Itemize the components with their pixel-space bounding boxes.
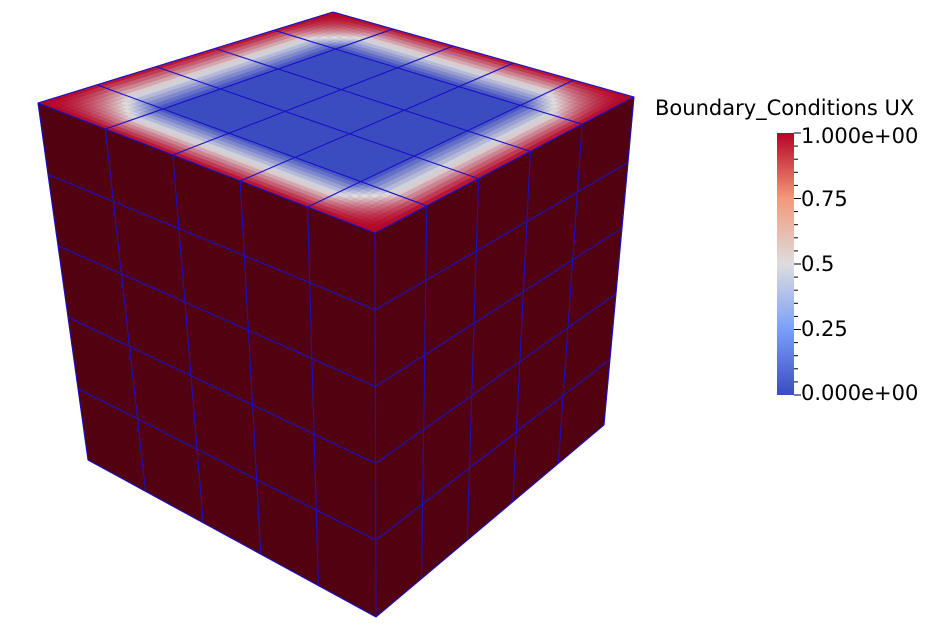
top-grid-line	[172, 45, 454, 156]
top-grid-line	[307, 79, 575, 208]
right-grid-line	[557, 124, 583, 464]
left-grid-line	[67, 316, 376, 464]
scalar-bar-title: Boundary_Conditions UX	[655, 96, 914, 121]
right-grid-line	[375, 293, 617, 464]
right-face	[374, 96, 635, 618]
top-grid-line	[96, 84, 427, 207]
right-grid-line	[375, 424, 605, 618]
left-grid-line	[37, 102, 89, 461]
left-grid-line	[239, 180, 262, 555]
top-grid-line	[332, 11, 635, 98]
tick-label-max: 1.000e+00	[801, 124, 918, 148]
top-grid-line	[273, 29, 583, 125]
top-grid-line	[37, 11, 334, 104]
right-grid-line	[421, 205, 428, 579]
tick-label-025: 0.25	[801, 317, 848, 341]
right-grid-line	[375, 227, 623, 388]
tick-label-min: 0.000e+00	[801, 381, 918, 405]
left-grid-line	[104, 128, 147, 492]
left-grid-line	[37, 102, 376, 234]
cube-mesh	[37, 11, 635, 618]
color-bar	[777, 133, 794, 395]
top-grid-line	[155, 66, 479, 180]
left-face	[37, 102, 377, 618]
left-grid-line	[57, 245, 376, 388]
top-grid-line	[239, 62, 514, 182]
left-grid-line	[307, 206, 319, 586]
right-grid-line	[374, 232, 377, 618]
right-grid-line	[466, 178, 480, 541]
right-grid-line	[375, 358, 611, 541]
right-grid-line	[374, 96, 635, 234]
right-grid-line	[374, 162, 629, 311]
tick-label-05: 0.5	[801, 252, 834, 276]
left-grid-line	[172, 154, 204, 523]
tick-label-075: 0.75	[801, 187, 848, 211]
scalar-bar-legend: Boundary_Conditions UX 1.000e+00 0.75 0.…	[655, 96, 918, 405]
left-grid-line	[77, 388, 377, 541]
left-grid-line	[87, 459, 377, 618]
top-grid-line	[105, 28, 394, 130]
left-grid-line	[47, 173, 376, 311]
top-face	[37, 11, 635, 234]
color-bar-ticks	[794, 132, 801, 396]
right-grid-line	[603, 96, 635, 426]
right-grid-line	[512, 151, 531, 502]
top-grid-line	[214, 47, 531, 152]
